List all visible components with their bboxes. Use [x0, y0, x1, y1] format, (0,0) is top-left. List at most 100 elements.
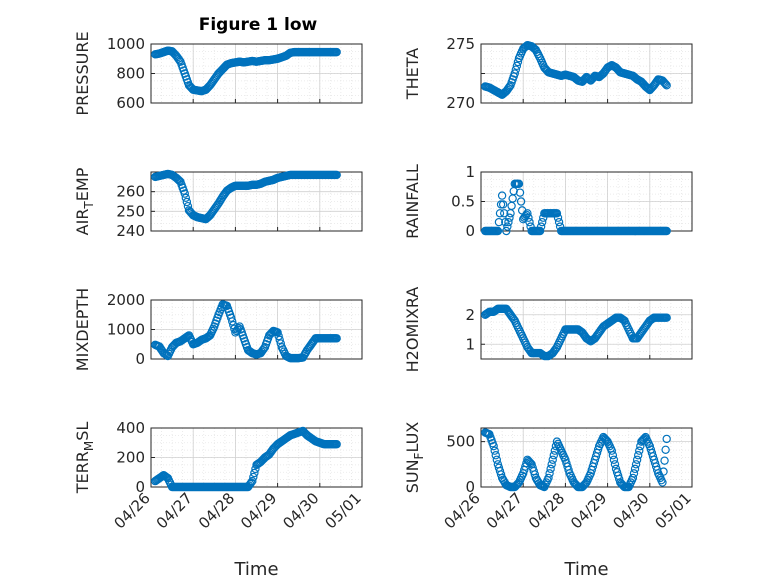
data-point	[662, 226, 671, 236]
data-point	[548, 455, 557, 464]
data-point	[523, 209, 532, 218]
panel-1: 600 800 1000 PRESSURE	[73, 31, 363, 116]
data-point	[247, 478, 256, 487]
y-axis-label: AIRTEMP	[73, 167, 96, 235]
data-point	[276, 339, 285, 348]
figure-title: Figure 1 low	[199, 15, 318, 35]
x-tick-label: 04/26	[441, 489, 484, 532]
data-point	[489, 441, 498, 451]
y-tick-label: 250	[116, 202, 145, 220]
y-tick-label: 400	[116, 419, 145, 437]
x-axis-label: Time	[233, 559, 278, 580]
data-point	[507, 201, 516, 211]
y-tick-label: 2000	[107, 291, 145, 309]
data-point	[631, 460, 641, 469]
y-tick-label: 0	[465, 222, 475, 240]
data-point	[497, 191, 507, 200]
data-point	[181, 193, 191, 203]
data-point	[332, 440, 341, 449]
x-tick-label: 04/28	[195, 489, 238, 532]
data-point	[501, 217, 510, 227]
data-point	[584, 335, 593, 345]
data-point	[525, 217, 534, 227]
data-point	[607, 446, 617, 455]
y-tick-label: 0	[465, 478, 475, 496]
data-point	[505, 82, 514, 91]
data-point	[332, 334, 341, 343]
data-point	[630, 464, 640, 474]
data-point	[632, 455, 642, 464]
y-axis-label: THETA	[403, 48, 422, 100]
y-tick-label: 270	[446, 94, 475, 112]
x-tick-label: 04/26	[111, 489, 154, 532]
data-point	[504, 217, 513, 227]
data-point	[629, 469, 639, 478]
data-point	[490, 446, 499, 455]
panel-4: 0 0.5 1 RAINFALL	[403, 163, 693, 240]
data-point	[628, 473, 638, 483]
x-tick-label: 04/27	[483, 489, 526, 532]
data-point	[502, 226, 511, 236]
data-point	[332, 170, 341, 180]
axes-box	[480, 299, 693, 360]
y-tick-label: 0	[135, 350, 145, 368]
data-point	[250, 468, 259, 478]
data-point	[180, 189, 189, 198]
data-point	[274, 331, 283, 341]
data-point	[551, 441, 561, 451]
y-axis-label: H2OMIXRA	[403, 287, 422, 373]
y-tick-label: 2	[465, 306, 475, 324]
y-tick-label: 1000	[107, 321, 145, 339]
data-point	[564, 465, 573, 475]
data-point	[494, 217, 504, 227]
data-point	[530, 470, 540, 479]
data-point	[661, 79, 670, 89]
data-point	[492, 455, 502, 464]
y-tick-label: 600	[116, 94, 145, 112]
x-tick-label: 04/30	[609, 489, 652, 532]
y-axis-label: SUNFLUX	[403, 422, 426, 494]
x-tick-label: 04/30	[279, 489, 322, 532]
data-point	[248, 476, 257, 486]
data-point	[175, 56, 184, 65]
data-point	[536, 222, 546, 231]
y-axis-label: TERRMSL	[73, 422, 96, 495]
data-point	[660, 78, 669, 88]
x-tick-label: 04/29	[567, 489, 610, 532]
data-point	[500, 209, 509, 218]
y-tick-label: 500	[446, 433, 475, 451]
data-point	[554, 217, 564, 227]
data-point	[249, 472, 258, 482]
data-point	[659, 467, 668, 476]
data-point	[550, 446, 560, 455]
data-point	[516, 197, 526, 206]
data-point	[610, 460, 620, 469]
data-point	[635, 446, 644, 455]
panel-2: 270 275 THETA	[403, 35, 693, 112]
data-point	[491, 451, 500, 460]
data-point	[636, 441, 645, 451]
y-tick-label: 240	[116, 222, 145, 240]
x-tick-label: 04/27	[153, 489, 196, 532]
data-point	[498, 200, 508, 209]
data-point	[493, 226, 503, 236]
data-point	[515, 188, 525, 197]
data-point	[259, 344, 269, 353]
data-point	[549, 451, 558, 460]
data-point	[535, 226, 545, 236]
panel-5: 0 1000 2000 MIXDEPTH	[73, 288, 363, 371]
data-point	[161, 350, 170, 359]
data-point	[553, 213, 563, 222]
data-point	[182, 332, 192, 342]
x-tick-label: 05/01	[652, 489, 695, 532]
data-point	[639, 435, 648, 444]
x-tick-label: 05/01	[322, 489, 365, 532]
data-point	[514, 179, 524, 188]
data-point	[609, 455, 619, 464]
data-point	[332, 47, 341, 57]
data-point	[511, 65, 521, 74]
